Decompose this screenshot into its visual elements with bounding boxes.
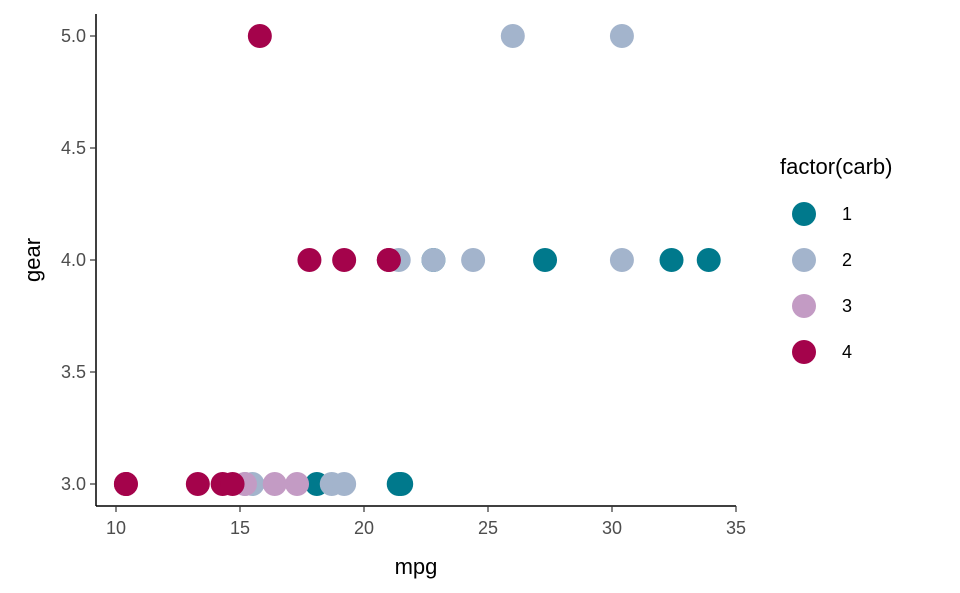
data-point-carb-1 <box>659 248 684 272</box>
legend: factor(carb) 1 2 3 4 <box>780 154 892 364</box>
data-point-carb-3 <box>285 472 310 496</box>
legend-label-4: 4 <box>842 342 852 362</box>
points-layer <box>113 24 721 496</box>
data-point-carb-1 <box>389 472 414 496</box>
y-tick-label: 4.0 <box>61 250 86 270</box>
x-tick-label: 25 <box>478 518 498 538</box>
legend-label-1: 1 <box>842 204 852 224</box>
legend-key-3 <box>792 294 816 318</box>
data-point-carb-4 <box>220 472 245 496</box>
x-ticks: 10 15 20 25 30 35 <box>106 506 746 538</box>
data-point-carb-4 <box>297 248 322 272</box>
y-axis-title: gear <box>20 238 45 282</box>
data-point-carb-2 <box>500 24 525 48</box>
data-point-carb-2 <box>461 248 486 272</box>
x-tick-label: 35 <box>726 518 746 538</box>
data-point-carb-1 <box>533 248 558 272</box>
data-point-carb-4 <box>185 472 210 496</box>
data-point-carb-3 <box>262 472 287 496</box>
legend-key-1 <box>792 202 816 226</box>
data-point-carb-4 <box>247 24 272 48</box>
legend-key-4 <box>792 340 816 364</box>
data-point-carb-4 <box>376 248 401 272</box>
legend-title: factor(carb) <box>780 154 892 179</box>
legend-entries: 1 2 3 4 <box>792 202 852 364</box>
legend-key-2 <box>792 248 816 272</box>
x-tick-label: 10 <box>106 518 126 538</box>
y-tick-label: 4.5 <box>61 138 86 158</box>
x-tick-label: 30 <box>602 518 622 538</box>
data-point-carb-2 <box>421 248 446 272</box>
y-ticks: 3.0 3.5 4.0 4.5 5.0 <box>61 26 96 494</box>
y-tick-label: 3.5 <box>61 362 86 382</box>
legend-label-2: 2 <box>842 250 852 270</box>
data-point-carb-2 <box>332 472 357 496</box>
data-point-carb-2 <box>609 24 634 48</box>
axes <box>95 14 736 507</box>
x-tick-label: 15 <box>230 518 250 538</box>
x-axis-title: mpg <box>395 554 438 579</box>
data-point-carb-4 <box>332 248 357 272</box>
y-tick-label: 3.0 <box>61 474 86 494</box>
data-point-carb-4 <box>113 472 138 496</box>
data-point-carb-1 <box>696 248 721 272</box>
y-tick-label: 5.0 <box>61 26 86 46</box>
data-point-carb-2 <box>609 248 634 272</box>
x-tick-label: 20 <box>354 518 374 538</box>
legend-label-3: 3 <box>842 296 852 316</box>
